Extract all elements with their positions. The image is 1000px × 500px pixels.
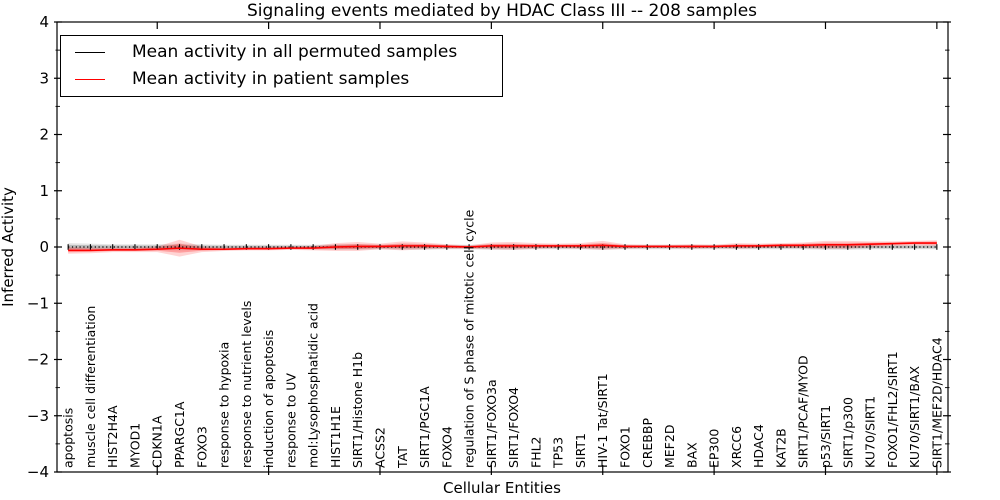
y-tick-label: −3: [27, 407, 49, 425]
x-tick-label: response to nutrient levels: [239, 301, 254, 468]
y-tick-label: 1: [39, 182, 49, 200]
y-tick-label: 2: [39, 126, 49, 144]
y-axis-label: Inferred Activity: [0, 187, 17, 307]
x-tick-label: mol:Lysophosphatidic acid: [306, 303, 321, 468]
x-tick-label: XRCC6: [729, 426, 744, 468]
x-tick-label: KU70/SIRT1: [863, 396, 878, 468]
x-tick-label: FHL2: [528, 436, 543, 468]
x-tick-label: FOXO1/FHL2/SIRT1: [885, 351, 900, 468]
x-tick-label: induction of apoptosis: [261, 330, 276, 468]
x-tick-label: CDKN1A: [150, 415, 165, 468]
x-tick-label: TAT: [395, 446, 410, 469]
x-tick-label: apoptosis: [61, 408, 76, 468]
x-tick-label: BAX: [684, 442, 699, 468]
x-tick-label: HIST1H1E: [328, 406, 343, 468]
y-tick-label: 3: [39, 69, 49, 87]
patient-line-swatch: [75, 79, 105, 80]
x-tick-label: regulation of S phase of mitotic cell cy…: [462, 209, 477, 468]
x-tick-label: FOXO4: [439, 426, 454, 468]
x-tick-label: ACSS2: [372, 427, 387, 468]
axis-tick-labels: 4 3 2 1 0 −1 −2 −3 −4 apoptosis muscle cell differ…: [27, 13, 944, 481]
x-tick-label: CREBBP: [640, 418, 655, 468]
x-tick-label: SIRT1/PCAF/MYOD: [796, 355, 811, 468]
x-tick-label: TP53: [551, 437, 566, 469]
x-tick-label: PPARGC1A: [172, 401, 187, 468]
x-axis-label: Cellular Entities: [443, 479, 561, 497]
x-tick-label: HDAC4: [751, 424, 766, 468]
x-tick-label: p53/SIRT1: [818, 405, 833, 468]
x-tick-label: FOXO1: [618, 426, 633, 468]
x-tick-label: muscle cell differentiation: [83, 306, 98, 468]
x-tick-label: FOXO3: [194, 426, 209, 468]
x-tick-label: SIRT1: [573, 433, 588, 468]
legend-label-patient: Mean activity in patient samples: [132, 69, 410, 89]
x-tick-label: SIRT1/PGC1A: [417, 386, 432, 468]
x-tick-label: MYOD1: [127, 423, 142, 468]
chart-title: Signaling events mediated by HDAC Class …: [247, 1, 757, 21]
x-tick-label: SIRT1/FOXO3a: [484, 379, 499, 468]
y-tick-label: −4: [27, 463, 49, 481]
x-tick-label: SIRT1/Histone H1b: [350, 352, 365, 468]
band-patient: [68, 239, 937, 257]
legend-label-permuted: Mean activity in all permuted samples: [132, 42, 458, 62]
y-tick-label: −1: [27, 294, 49, 312]
x-tick-label: EP300: [707, 429, 722, 468]
y-tick-label: 0: [39, 238, 49, 256]
permuted-line-swatch: [75, 52, 105, 53]
x-tick-label: SIRT1/p300: [840, 397, 855, 468]
x-tick-label: KAT2B: [773, 428, 788, 468]
y-tick-label: 4: [39, 13, 49, 31]
x-tick-label: response to UV: [283, 373, 298, 468]
x-tick-label: HIST2H4A: [105, 405, 120, 468]
x-tick-label: SIRT1/MEF2D/HDAC4: [929, 337, 944, 468]
legend-item-permuted: Mean activity in all permuted samples: [61, 44, 502, 61]
series-line-patient: [68, 242, 937, 252]
confidence-bands: [68, 239, 937, 257]
axis-ticks: [54, 21, 951, 475]
series-lines: [67, 242, 938, 252]
x-tick-label: MEF2D: [662, 425, 677, 468]
legend: Mean activity in all permuted samples Me…: [60, 35, 503, 97]
x-tick-label: KU70/SIRT1/BAX: [907, 366, 922, 468]
x-tick-label: HIV-1 Tat/SIRT1: [595, 373, 610, 468]
y-tick-label: −2: [27, 351, 49, 369]
x-tick-label: SIRT1/FOXO4: [506, 387, 521, 468]
x-tick-label: response to hypoxia: [217, 342, 232, 468]
legend-item-patient: Mean activity in patient samples: [61, 71, 502, 88]
